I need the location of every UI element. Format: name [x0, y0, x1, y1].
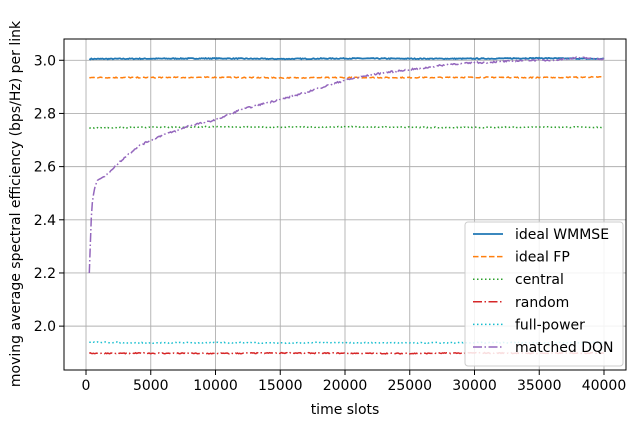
- x-tick-label: 5000: [133, 378, 169, 394]
- series-line-2: [89, 75, 605, 80]
- x-tick-label: 0: [82, 378, 91, 394]
- y-tick-label: 2.2: [34, 266, 56, 282]
- legend-label-1: ideal WMMSE: [515, 227, 609, 243]
- y-axis-label: moving average spectral efficiency (bps/…: [8, 20, 24, 387]
- x-tick-label: 10000: [193, 378, 238, 394]
- legend: ideal WMMSE ideal FP central random full-pow…: [464, 221, 624, 367]
- series-line-6: [88, 56, 605, 274]
- legend-label-4: random: [515, 295, 569, 311]
- legend-label-3: central: [515, 272, 564, 288]
- x-tick-label: 20000: [323, 378, 368, 394]
- legend-label-5: full-power: [515, 317, 585, 333]
- y-tick-label: 2.6: [34, 160, 56, 176]
- y-tick-label: 3.0: [34, 53, 56, 69]
- x-axis-ticks: 0 5000 10000 15000 20000 25000 30000 35000 40000: [82, 370, 627, 394]
- legend-label-2: ideal FP: [515, 250, 570, 266]
- x-axis-label: time slots: [311, 402, 380, 418]
- legend-label-6: matched DQN: [515, 340, 614, 356]
- y-tick-label: 2.4: [34, 213, 56, 229]
- legend-box: [464, 221, 624, 367]
- x-tick-label: 35000: [517, 378, 562, 394]
- x-tick-label: 15000: [258, 378, 303, 394]
- y-tick-label: 2.8: [34, 106, 56, 122]
- series-line-1: [88, 56, 605, 61]
- y-axis-ticks: 2.0 2.2 2.4 2.6 2.8 3.0: [34, 53, 64, 335]
- x-tick-label: 30000: [452, 378, 497, 394]
- x-tick-label: 40000: [582, 378, 627, 394]
- x-tick-label: 25000: [387, 378, 432, 394]
- y-tick-label: 2.0: [34, 319, 56, 335]
